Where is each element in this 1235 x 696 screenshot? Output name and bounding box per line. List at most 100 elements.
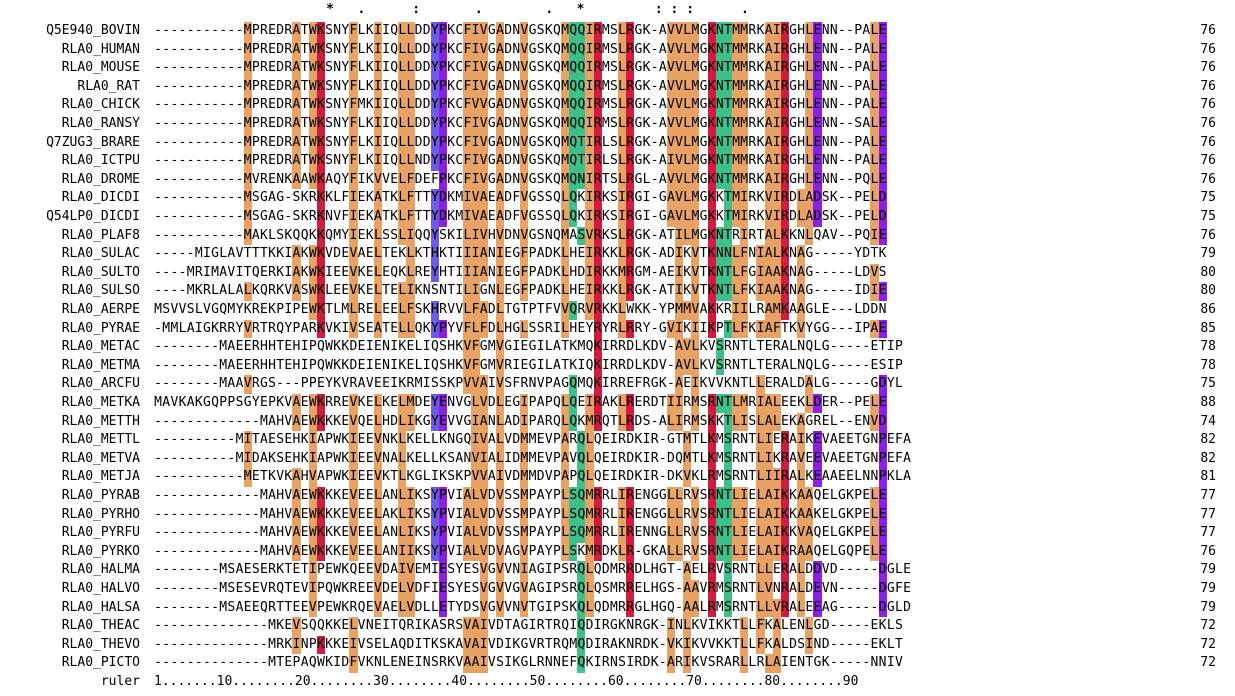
sequence-residues: -----------MVRENKAAWKAQYFIKVVELFDEFPKCFI… (154, 170, 887, 190)
sequence-name: RLA0_METMA (61, 357, 140, 373)
sequence-residues: --------MAAVRGS---PPEYKVRAVEEIKRMISSKPVV… (154, 375, 903, 394)
sequence-name: Q7ZUG3_BRARE (46, 134, 140, 150)
alignment-row: RLA0_METTL ----------MITAESEHKIAPWKIEEVNK… (0, 431, 1235, 450)
sequence-end-position: 72 (1200, 655, 1216, 671)
sequence-name: RLA0_METJA (61, 469, 140, 485)
sequence-end-position: 77 (1200, 525, 1216, 541)
alignment-row: RLA0_SULSO ----MKRLALALKQRKVASWKLEEVKELTE… (0, 282, 1235, 301)
sequence-end-position: 75 (1200, 190, 1216, 206)
alignment-row: RLA0_CHICK -----------MPREDRATWKSNYFMKIIQ… (0, 96, 1235, 115)
alignment-row: RLA0_PYRHO -------------MAHVAEWKKKEVEELAK… (0, 505, 1235, 525)
alignment-row: RLA0_METAC --------MAEERHHTEHIPQWKKDEIENI… (0, 338, 1235, 357)
sequence-end-position: 76 (1200, 171, 1216, 187)
ruler-scale: 1.......10........20........30........40… (154, 674, 859, 689)
sequence-name: RLA0_RAT (77, 78, 140, 94)
sequence-residues: -------------MAHVAEWKKKEVEELANLIKSYPVIAL… (154, 487, 887, 506)
sequence-residues: -----------MPREDRATWKSNYFLKIIQLLDDYPKCFI… (154, 59, 887, 78)
sequence-end-position: 78 (1200, 357, 1216, 373)
sequence-end-position: 86 (1200, 302, 1216, 317)
sequence-end-position: 79 (1200, 581, 1216, 596)
sequence-residues: -----MIGLAVTTTKKIAKWKVDEVAELTEKLKTHKTIII… (154, 245, 887, 264)
sequence-name: RLA0_HALMA (61, 562, 140, 578)
alignment-row: RLA0_HALVO --------MSESEVRQTEVIPQWKREEVDE… (0, 580, 1235, 599)
sequence-name: RLA0_PYRAE (61, 320, 140, 336)
alignment-row: RLA0_METJA -----------METKVKAHVAPWKIEEVKT… (0, 468, 1235, 487)
alignment-row: RLA0_METTH -------------MAHVAEWKKKEVQELHD… (0, 412, 1235, 432)
sequence-residues: -MMLAIGKRRYVRTRQYPARKVKIVSEATELLQKYPYVFL… (154, 319, 887, 339)
sequence-end-position: 76 (1200, 23, 1216, 38)
sequence-name: RLA0_PICTO (61, 655, 140, 671)
sequence-residues: -----------MPREDRATWKSNYFLKIIQLLNDYPKCFI… (154, 152, 887, 171)
sequence-residues: -------------MAHVAEWKKKEVEELAKLIKSYPVIAL… (154, 505, 887, 525)
sequence-name: RLA0_ICTPU (61, 153, 140, 169)
sequence-end-position: 76 (1200, 41, 1216, 57)
sequence-name: RLA0_HALSA (61, 599, 140, 615)
sequence-residues: --------------MRKINPKKKEIVSELAQDITKSKAVA… (154, 635, 903, 655)
sequence-end-position: 74 (1200, 413, 1216, 429)
sequence-name: RLA0_THEVO (61, 636, 140, 652)
sequence-residues: -----------METKVKAHVAPWKIEEVKTLKGLIKSKPV… (154, 468, 911, 487)
sequence-name: RLA0_METKA (61, 395, 140, 410)
sequence-name: RLA0_MOUSE (61, 60, 140, 76)
alignment-row: RLA0_AERPE MSVVSLVGQMYKREKPIPEWKTLMLRELEE… (0, 301, 1235, 320)
sequence-residues: --------MSESEVRQTEVIPQWKREEVDELVDFIESYES… (154, 580, 911, 599)
sequence-name: RLA0_PYRHO (61, 506, 140, 522)
sequence-end-position: 76 (1200, 97, 1216, 113)
sequence-residues: -----------MAKLSKQQKKQMYIEKLSSLIQQYSKILI… (154, 226, 887, 246)
alignment-row: Q54LP0_DICDI -----------MSGAG-SKRKNVFIEKA… (0, 208, 1235, 227)
sequence-residues: --------------MKEVSQQKKELVNEITQRIKASRSVA… (154, 617, 903, 636)
sequence-residues: MAVKAKGQPPSGYEPKVAEWKRREVKELKELMDEYENVGL… (154, 394, 887, 413)
sequence-end-position: 76 (1200, 116, 1216, 131)
sequence-residues: ----MRIMAVITQERKIAKWKIEEVKELEQKLREYHTIII… (154, 263, 887, 283)
sequence-residues: --------MAEERHHTEHIPQWKKDEIENIKELIQSHKVF… (154, 338, 903, 357)
sequence-end-position: 77 (1200, 488, 1216, 503)
sequence-name: RLA0_METTH (61, 413, 140, 429)
sequence-name: RLA0_SULSO (61, 283, 140, 299)
alignment-row: RLA0_HALSA --------MSAEEQRTTEEVPEWKRQEVAE… (0, 598, 1235, 618)
sequence-end-position: 78 (1200, 339, 1216, 355)
alignment-row: RLA0_METVA ----------MIDAKSEHKIAPWKIEEVNA… (0, 449, 1235, 469)
sequence-name: RLA0_ARCFU (61, 376, 140, 392)
sequence-end-position: 81 (1200, 469, 1216, 485)
alignment-row: RLA0_ICTPU -----------MPREDRATWKSNYFLKIIQ… (0, 152, 1235, 171)
sequence-name: RLA0_PYRFU (61, 525, 140, 541)
sequence-residues: --------MSAEEQRTTEEVPEWKRQEVAELVDLLETYDS… (154, 598, 911, 618)
sequence-name: RLA0_PLAF8 (61, 227, 140, 243)
ruler-row: ruler 1.......10........20........30....… (0, 673, 1235, 692)
sequence-name: RLA0_SULAC (61, 246, 140, 262)
sequence-residues: --------MSAESERKTETIPEWKQEEVDAIVEMIESYES… (154, 561, 911, 580)
sequence-end-position: 82 (1200, 432, 1216, 448)
sequence-end-position: 72 (1200, 636, 1216, 652)
alignment-row: RLA0_METMA --------MAEERHHTEHIPQWKKDEIENI… (0, 356, 1235, 376)
sequence-end-position: 76 (1200, 60, 1216, 76)
sequence-residues: -----------MPREDRATWKSNYFLKIIQLLDDYPKCFI… (154, 22, 887, 41)
alignment-row: RLA0_SULAC -----MIGLAVTTTKKIAKWKVDEVAELTE… (0, 245, 1235, 264)
alignment-row: RLA0_SULTO ----MRIMAVITQERKIAKWKIEEVKELEQ… (0, 263, 1235, 283)
sequence-name: RLA0_PYRAB (61, 488, 140, 503)
sequence-name: RLA0_METTL (61, 432, 140, 448)
sequence-end-position: 77 (1200, 506, 1216, 522)
sequence-end-position: 76 (1200, 134, 1216, 150)
sequence-residues: ----------MIDAKSEHKIAPWKIEEVNALKELLKSANV… (154, 449, 911, 469)
sequence-name: Q5E940_BOVIN (46, 23, 140, 38)
sequence-residues: ----MKRLALALKQRKVASWKLEEVKELTELIKNSNTILI… (154, 282, 887, 301)
sequence-name: RLA0_DROME (61, 171, 140, 187)
ruler-label: ruler (100, 674, 140, 689)
alignment-row: RLA0_PYRAB -------------MAHVAEWKKKEVEELAN… (0, 487, 1235, 506)
sequence-name: RLA0_HUMAN (61, 41, 140, 57)
sequence-name: RLA0_SULTO (61, 264, 140, 280)
sequence-end-position: 76 (1200, 153, 1216, 169)
sequence-end-position: 76 (1200, 227, 1216, 243)
alignment-row: RLA0_MOUSE -----------MPREDRATWKSNYFLKIIQ… (0, 59, 1235, 78)
alignment-row: RLA0_HALMA --------MSAESERKTETIPEWKQEEVDA… (0, 561, 1235, 580)
alignment-row: Q5E940_BOVIN -----------MPREDRATWKSNYFLKI… (0, 22, 1235, 41)
sequence-residues: ----------MITAESEHKIAPWKIEEVNKLKELLKNGQI… (154, 431, 911, 450)
sequence-residues: -------------MAHVAEWKKKEVEELANIIKSYPVIAL… (154, 542, 887, 562)
sequence-residues: -----------MPREDRATWKSNYFLKIIQLLDDYPKCFI… (154, 133, 887, 153)
alignment-row: RLA0_RANSY -----------MPREDRATWKSNYFLKIIQ… (0, 115, 1235, 134)
sequence-residues: -----------MPREDRATWKSNYFLKIIQLLDDYPKCFI… (154, 115, 887, 134)
sequence-residues: -----------MPREDRATWKSNYFLKIIQLLDDYPKCFI… (154, 77, 887, 97)
sequence-residues: MSVVSLVGQMYKREKPIPEWKTLMLRELEELFSKHRVVLF… (154, 301, 887, 320)
alignment-row: RLA0_ARCFU --------MAAVRGS---PPEYKVRAVEEI… (0, 375, 1235, 394)
